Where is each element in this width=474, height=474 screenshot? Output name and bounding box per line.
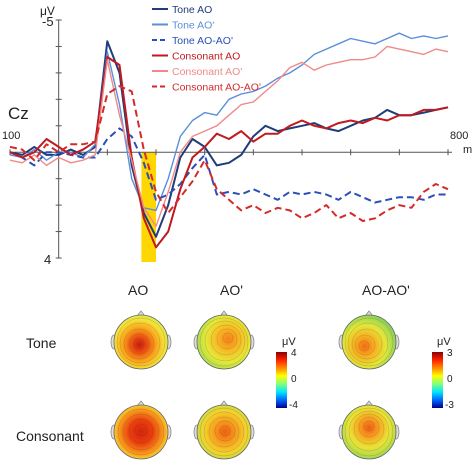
series-line-4 [9,45,449,227]
column-header-ao-difference: AO-AO' [362,282,410,298]
y-tick-top-label: -5 [42,14,54,29]
topomap-panel: AO AO' AO-AO' Tone Consonant [0,270,474,474]
colorbar-ao-difference-max: 3 [447,348,453,359]
series-line-3 [9,56,449,249]
row-label-consonant: Consonant [16,428,84,444]
colorbar-ao-max: 4 [291,348,297,359]
series-line-2 [9,127,448,204]
topomap-consonant-ao-difference [338,400,400,460]
y-unit-label: μV [40,4,55,18]
legend-label-1: Tone AO' [172,20,214,32]
column-header-ao-prime: AO' [220,282,243,298]
topomap-tone-ao-difference [338,310,400,370]
legend-label-5: Consonant AO-AO' [172,82,261,94]
topomap-consonant-ao-prime [193,400,255,460]
colorbar-ao-difference-min: -3 [445,400,454,411]
legend-label-2: Tone AO-AO' [172,35,233,47]
legend: Tone AO Tone AO' Tone AO-AO' Consonant AO Co… [152,4,261,94]
series-line-5 [9,85,449,222]
colorbar-ao-difference [432,352,443,408]
x-unit-label: m [463,144,473,156]
colorbar-ao-difference-unit: μV [437,336,451,348]
topomap-tone-ao [110,310,172,370]
legend-label-4: Consonant AO' [172,66,242,78]
topomap-consonant-ao [110,400,172,460]
erp-waveform-chart: Tone AO Tone AO' Tone AO-AO' Consonant AO Co… [9,4,452,262]
y-tick-bottom-label: 4 [44,252,52,267]
channel-label: Cz [8,104,29,123]
colorbar-ao-difference-mid: 0 [447,374,453,385]
x-tick-left-label: 100 [2,130,21,142]
topomap-tone-ao-prime [193,310,255,370]
colorbar-ao-unit: μV [282,336,296,348]
series-group [9,32,449,249]
colorbar-ao-mid: 0 [291,374,297,385]
legend-label-0: Tone AO [172,4,212,16]
colorbar-ao [276,352,287,408]
column-header-ao: AO [128,282,149,298]
x-tick-right-label: 800 [450,130,469,142]
row-label-tone: Tone [26,335,57,351]
colorbar-ao-min: -4 [289,400,298,411]
legend-label-3: Consonant AO [172,51,240,63]
